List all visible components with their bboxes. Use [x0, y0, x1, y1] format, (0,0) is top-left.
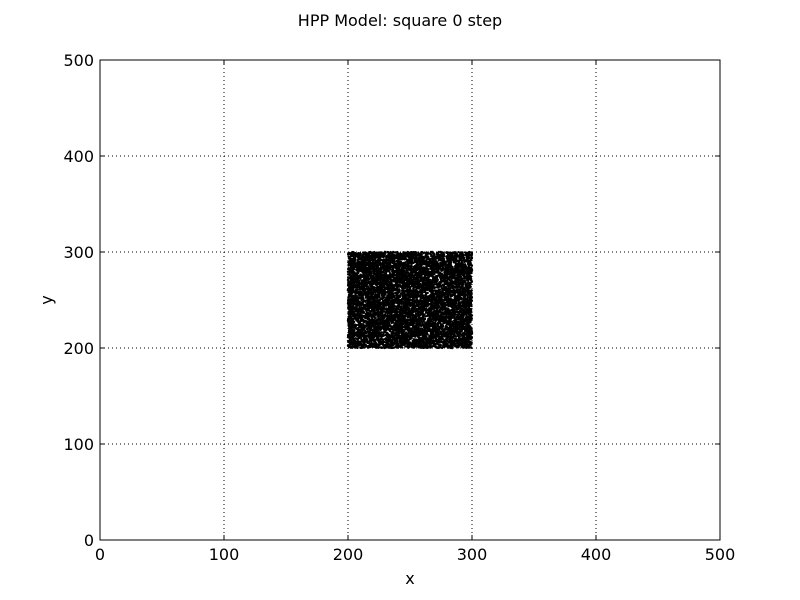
data-point [405, 311, 409, 314]
chart-title: HPP Model: square 0 step [298, 11, 502, 30]
data-point [423, 251, 426, 254]
data-point [425, 309, 428, 312]
data-point [417, 251, 420, 254]
scatter-points [346, 250, 474, 350]
data-point [352, 320, 356, 324]
data-point [439, 261, 442, 265]
